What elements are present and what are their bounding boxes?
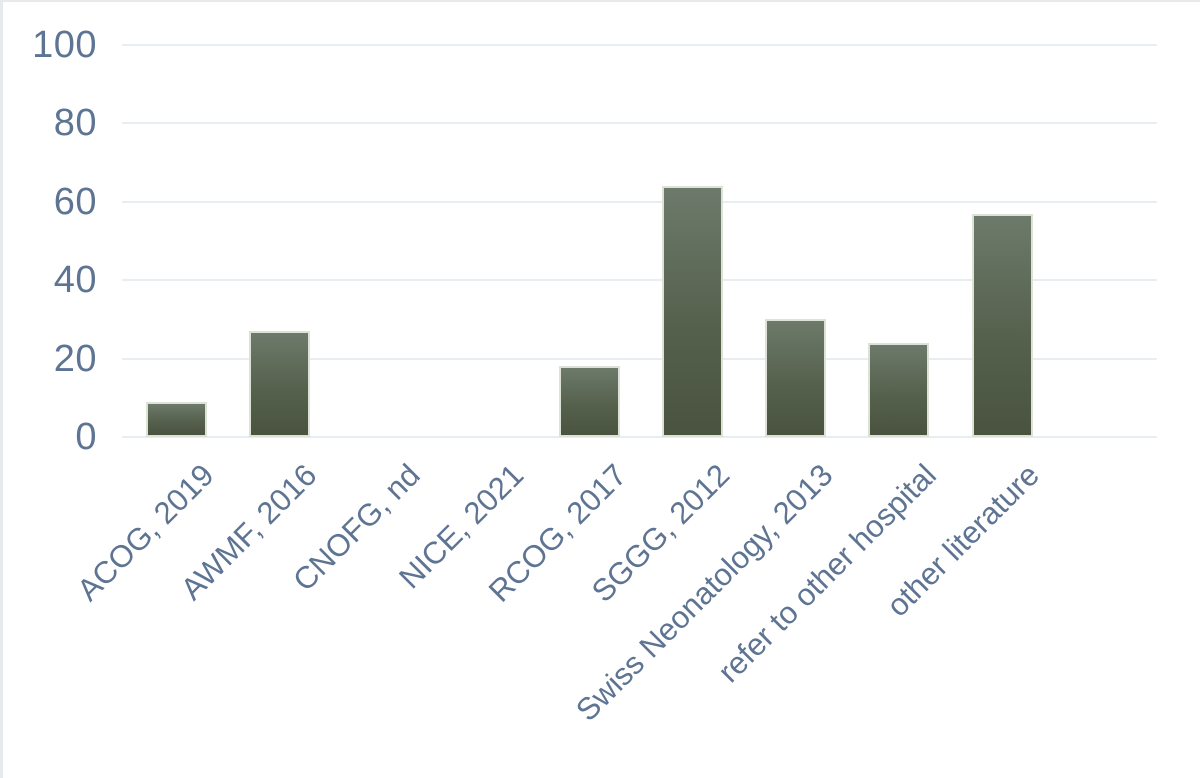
y-axis-tick-label-80: 80 [53,102,97,145]
bar-rcog-2017 [558,366,620,437]
figure-left-border [0,0,3,778]
bar-awmf-2016 [249,331,311,437]
y-axis-tick-label-0: 0 [75,416,97,458]
bar-swiss-neonatology-2013 [765,319,827,437]
bar-acog-2019 [146,401,207,437]
bar-refer-to-other-hospital [868,342,930,437]
bar-other-literature [971,213,1033,437]
y-axis-tick-label-40: 40 [53,259,97,302]
bar-sggg-2012 [662,186,723,437]
y-axis-tick-label-100: 100 [32,24,97,66]
gridline-y-60 [122,200,1157,203]
y-axis-tick-label-20: 20 [53,337,97,380]
figure-top-border [0,0,1200,2]
gridline-y-100 [122,44,1157,46]
y-axis-tick-label-60: 60 [53,180,97,223]
gridline-y-0 [122,436,1157,438]
gridline-y-20 [122,357,1157,360]
gridline-y-80 [122,122,1157,125]
gridline-y-40 [122,279,1157,282]
